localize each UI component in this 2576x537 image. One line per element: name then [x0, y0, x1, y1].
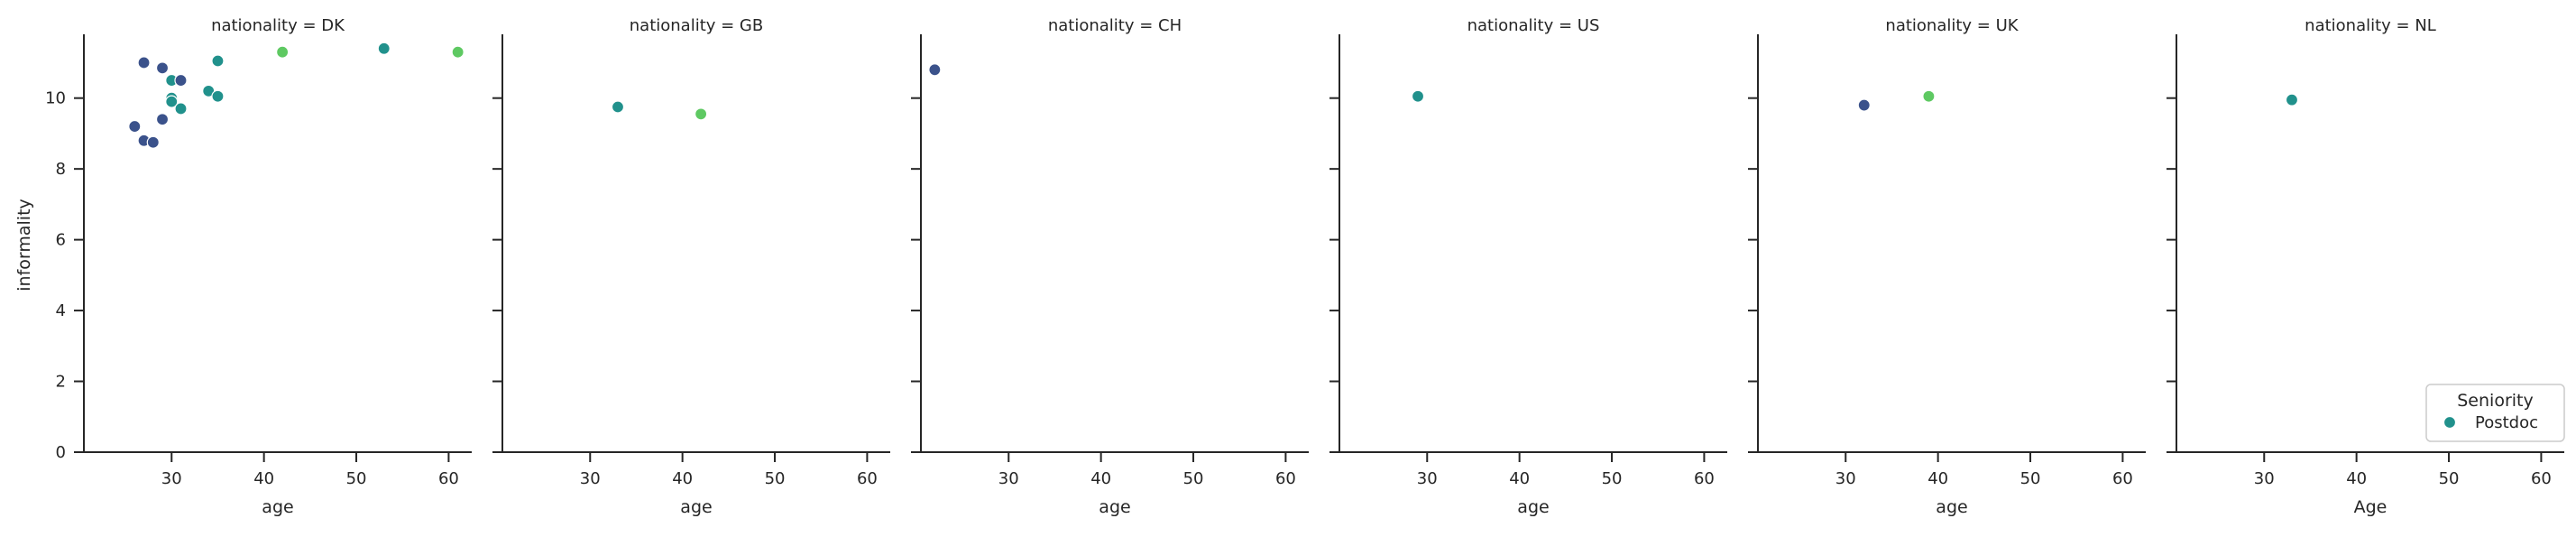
x-tick-label: 30: [580, 469, 601, 488]
y-axis-label: informality: [14, 199, 34, 292]
x-tick-label: 50: [1602, 469, 1623, 488]
panel-title: nationality = UK: [1885, 16, 2019, 35]
panel-title: nationality = NL: [2305, 16, 2436, 35]
x-tick-label: 40: [672, 469, 693, 488]
panel-title: nationality = CH: [1048, 16, 1182, 35]
data-point: [2285, 93, 2299, 106]
data-point: [928, 63, 942, 77]
x-tick-label: 50: [765, 469, 786, 488]
y-tick-label: 4: [56, 301, 66, 320]
panel-title: nationality = GB: [630, 16, 763, 35]
x-tick-label: 30: [161, 469, 182, 488]
data-point: [1922, 89, 1936, 103]
y-tick-label: 10: [45, 89, 66, 108]
x-tick-label: 40: [253, 469, 274, 488]
x-tick-label: 60: [2531, 469, 2552, 488]
x-tick-label: 30: [998, 469, 1019, 488]
x-tick-label: 60: [857, 469, 878, 488]
data-point: [611, 100, 625, 114]
data-point: [276, 45, 290, 59]
legend-marker: [2443, 415, 2457, 430]
x-tick-label: 50: [2020, 469, 2041, 488]
x-axis-label: age: [1517, 497, 1549, 517]
data-point: [1411, 89, 1425, 103]
x-tick-label: 60: [1275, 469, 1296, 488]
x-tick-label: 50: [2439, 469, 2460, 488]
data-point: [1857, 98, 1871, 112]
panel-title: nationality = DK: [211, 16, 345, 35]
x-tick-label: 30: [2254, 469, 2275, 488]
x-tick-label: 40: [1509, 469, 1530, 488]
data-point: [174, 102, 188, 116]
data-point: [174, 73, 188, 88]
data-point: [211, 89, 225, 103]
x-tick-label: 40: [2346, 469, 2367, 488]
x-tick-label: 40: [1927, 469, 1948, 488]
data-point: [137, 56, 151, 69]
x-tick-label: 30: [1417, 469, 1438, 488]
y-tick-label: 8: [56, 160, 66, 179]
x-tick-label: 60: [2112, 469, 2133, 488]
data-point: [146, 135, 160, 149]
y-tick-label: 2: [56, 373, 66, 392]
data-point: [155, 61, 170, 75]
x-axis-label: age: [680, 497, 712, 517]
x-tick-label: 60: [438, 469, 459, 488]
data-point: [211, 54, 225, 68]
x-axis-label: age: [262, 497, 293, 517]
x-tick-label: 50: [346, 469, 367, 488]
y-tick-label: 0: [56, 443, 66, 462]
panel-title: nationality = US: [1467, 16, 1600, 35]
y-tick-label: 6: [56, 231, 66, 250]
x-tick-label: 60: [1694, 469, 1715, 488]
legend-box: [2425, 384, 2565, 442]
x-tick-label: 30: [1835, 469, 1856, 488]
x-tick-label: 40: [1090, 469, 1111, 488]
data-point: [155, 113, 170, 126]
x-axis-label: age: [1099, 497, 1130, 517]
data-point: [451, 45, 465, 59]
data-point: [165, 95, 179, 108]
x-axis-label: Age: [2354, 497, 2387, 517]
data-point: [128, 119, 142, 134]
data-point: [695, 107, 708, 121]
legend-title: Seniority: [2457, 391, 2533, 411]
x-axis-label: age: [1936, 497, 1967, 517]
data-point: [377, 42, 391, 55]
x-tick-label: 50: [1183, 469, 1204, 488]
legend-entry-label: Postdoc: [2475, 413, 2538, 432]
